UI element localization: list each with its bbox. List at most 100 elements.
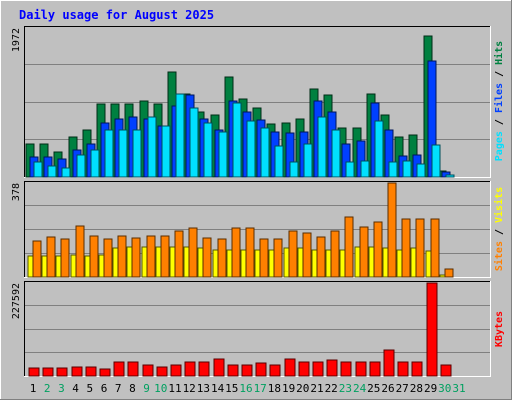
bar-kbytes-day-24 <box>355 361 367 377</box>
bar-sites-day-10 <box>160 235 170 278</box>
x-tick-label-day-11: 11 <box>168 382 181 395</box>
bar-sites-day-27 <box>401 218 411 278</box>
bar-kbytes-day-27 <box>397 361 409 377</box>
bar-kbytes-day-19 <box>284 358 296 377</box>
bar-sites-day-11 <box>174 230 184 278</box>
bar-pages-day-9 <box>147 116 157 178</box>
x-tick-label-day-12: 12 <box>183 382 196 395</box>
bar-kbytes-day-8 <box>127 361 139 377</box>
x-tick-label-day-16: 16 <box>239 382 252 395</box>
x-tick-label-day-17: 17 <box>254 382 267 395</box>
bar-kbytes-day-6 <box>99 368 111 377</box>
x-tick-label-day-31: 31 <box>452 382 465 395</box>
bar-kbytes-day-15 <box>227 364 239 377</box>
bar-sites-day-5 <box>89 235 99 278</box>
bar-pages-day-4 <box>76 154 86 178</box>
x-tick-label-day-9: 9 <box>143 382 150 395</box>
bar-kbytes-day-26 <box>383 349 395 377</box>
bar-sites-day-19 <box>288 230 298 278</box>
bar-kbytes-day-10 <box>156 366 168 377</box>
bar-sites-day-12 <box>188 227 198 278</box>
panel-kbytes-bg <box>24 281 490 376</box>
bar-pages-day-16 <box>246 120 256 178</box>
bar-pages-day-10 <box>161 125 171 178</box>
bar-sites-day-22 <box>330 230 340 278</box>
legend-entry: / <box>494 223 505 241</box>
bar-sites-day-14 <box>217 238 227 278</box>
x-tick-label-day-2: 2 <box>44 382 51 395</box>
x-tick-label-day-8: 8 <box>129 382 136 395</box>
bar-pages-day-23 <box>345 161 355 178</box>
panel-visits-legend: Sites / Visits <box>493 187 505 271</box>
x-tick-label-day-28: 28 <box>410 382 423 395</box>
bar-kbytes-day-14 <box>213 358 225 377</box>
bar-sites-day-2 <box>46 236 56 278</box>
bar-pages-day-21 <box>317 116 327 178</box>
bar-pages-day-14 <box>218 131 228 178</box>
bar-kbytes-day-25 <box>369 361 381 377</box>
bar-kbytes-day-17 <box>255 362 267 377</box>
bar-sites-day-1 <box>32 240 42 278</box>
bar-pages-day-1 <box>33 161 43 178</box>
panel-hits-max-label: 1972 <box>11 28 22 52</box>
bar-sites-day-8 <box>131 237 141 278</box>
bar-sites-day-16 <box>245 227 255 278</box>
legend-entry: Sites <box>493 241 505 271</box>
bar-kbytes-day-9 <box>142 364 154 377</box>
legend-entry: Visits <box>493 187 505 223</box>
bar-kbytes-day-12 <box>184 361 196 377</box>
x-tick-label-day-3: 3 <box>58 382 65 395</box>
bar-pages-day-26 <box>388 161 398 178</box>
bar-pages-day-2 <box>47 165 57 178</box>
x-tick-label-day-1: 1 <box>30 382 37 395</box>
bar-kbytes-day-3 <box>56 367 68 377</box>
bar-pages-day-13 <box>203 122 213 178</box>
bar-sites-day-24 <box>359 226 369 278</box>
bar-kbytes-day-1 <box>28 367 40 377</box>
x-tick-label-day-5: 5 <box>86 382 93 395</box>
bar-sites-day-29 <box>430 218 440 278</box>
x-tick-label-day-21: 21 <box>310 382 323 395</box>
bar-kbytes-day-4 <box>71 366 83 377</box>
bar-pages-day-11 <box>175 93 185 178</box>
legend-entry: Hits <box>493 41 505 65</box>
x-tick-label-day-26: 26 <box>381 382 394 395</box>
bar-pages-day-17 <box>260 127 270 178</box>
bar-kbytes-day-20 <box>298 361 310 377</box>
bar-sites-day-15 <box>231 227 241 278</box>
bar-pages-day-29 <box>431 144 441 178</box>
x-tick-label-day-4: 4 <box>72 382 79 395</box>
bar-sites-day-18 <box>273 238 283 278</box>
panel-kbytes-max-label: 227592 <box>11 283 22 319</box>
x-tick-label-day-25: 25 <box>367 382 380 395</box>
bar-pages-day-8 <box>132 129 142 178</box>
bar-kbytes-day-18 <box>269 364 281 377</box>
bar-pages-day-20 <box>303 143 313 178</box>
bar-pages-day-28 <box>416 163 426 178</box>
panel-visits-max-label: 378 <box>11 183 22 201</box>
bar-pages-day-22 <box>331 129 341 178</box>
x-tick-label-day-6: 6 <box>101 382 108 395</box>
bar-pages-day-6 <box>104 129 114 178</box>
bar-kbytes-day-29 <box>426 282 438 377</box>
bar-kbytes-day-7 <box>113 361 125 377</box>
x-tick-label-day-19: 19 <box>282 382 295 395</box>
bar-kbytes-day-30 <box>440 364 452 377</box>
bar-sites-day-13 <box>202 237 212 278</box>
panel-kbytes-legend: KBytes <box>494 311 505 347</box>
bar-kbytes-day-11 <box>170 364 182 377</box>
bar-sites-day-23 <box>344 216 354 278</box>
bar-pages-day-27 <box>402 160 412 178</box>
bar-sites-day-6 <box>103 238 113 278</box>
legend-entry: KBytes <box>494 311 505 347</box>
x-tick-label-day-22: 22 <box>325 382 338 395</box>
x-tick-label-day-13: 13 <box>197 382 210 395</box>
bar-kbytes-day-23 <box>340 361 352 377</box>
bar-kbytes-day-13 <box>198 361 210 377</box>
bar-kbytes-day-16 <box>241 364 253 377</box>
bar-kbytes-day-21 <box>312 361 324 377</box>
bar-pages-day-3 <box>61 167 71 178</box>
bar-pages-day-18 <box>274 145 284 178</box>
x-tick-label-day-14: 14 <box>211 382 225 395</box>
